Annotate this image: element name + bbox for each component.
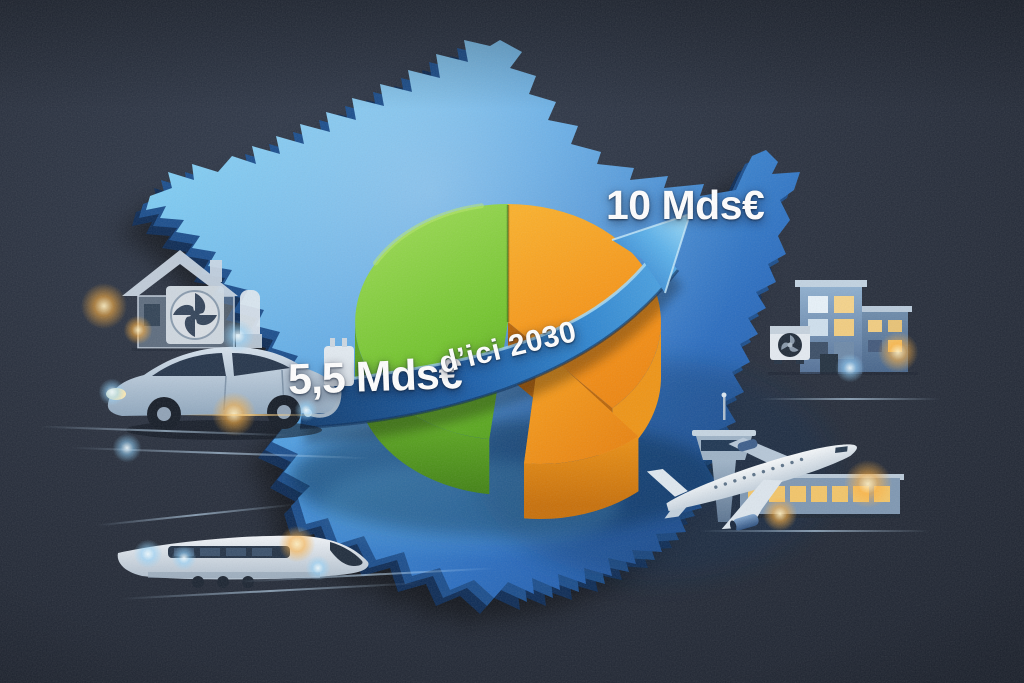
current-amount-label: 5,5 Mds€ [287, 349, 463, 405]
house-window [144, 304, 160, 326]
heat-pump-unit-icon [770, 326, 810, 364]
train-wheel-1 [192, 576, 204, 588]
building-tower-roof [795, 280, 867, 287]
building-ground-line [768, 372, 918, 375]
house-chimney [210, 260, 222, 282]
building-entrance [820, 354, 838, 374]
cable-connector [304, 409, 312, 417]
car-hub-rear [277, 405, 291, 419]
terminal-base [740, 514, 900, 518]
car-hub-front [157, 407, 171, 421]
train-wheel-3 [242, 576, 254, 588]
car-headlight [106, 388, 126, 400]
train-belly [148, 572, 320, 578]
target-amount-label: 10 Mds€ [606, 182, 765, 228]
high-speed-train-icon [117, 535, 369, 588]
antenna-tip [721, 392, 727, 398]
tower-antenna [723, 396, 726, 420]
tower-roof [692, 430, 756, 436]
train-wheel-2 [217, 576, 229, 588]
office-building-icon [768, 280, 918, 375]
building-wing-roof [856, 306, 912, 312]
outdoor-unit-small [236, 334, 262, 348]
